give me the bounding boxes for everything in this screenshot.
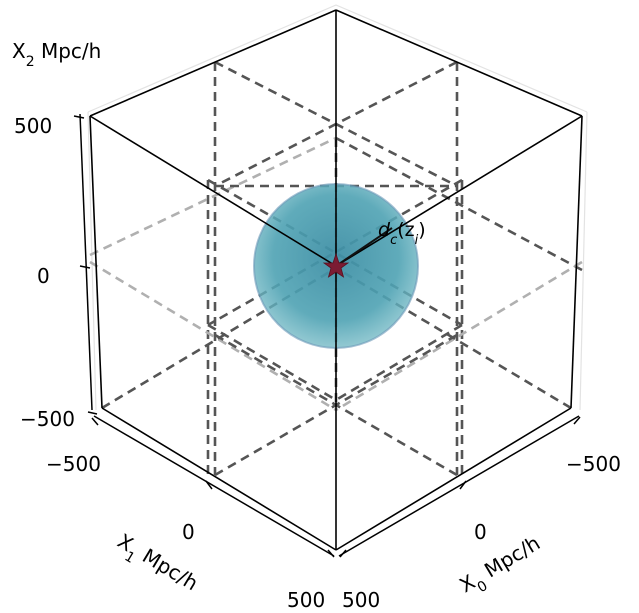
cube-edges <box>89 9 583 551</box>
x0-tick-label: −500 <box>566 452 621 476</box>
x2-tick-label: 0 <box>37 264 50 288</box>
axis-lines <box>79 113 580 557</box>
x0-tick-label: 0 <box>474 520 487 544</box>
grid-dashed-line <box>207 323 337 402</box>
radius-annotation: dc(zi) <box>378 219 426 248</box>
grid-dashed-line <box>89 136 337 257</box>
tick-marks <box>73 115 581 558</box>
x0-tick-label: 500 <box>342 588 380 612</box>
grid-dashed-line <box>207 178 463 327</box>
grid-dashed-line <box>207 178 463 327</box>
x1-tick-label: 0 <box>182 520 195 544</box>
x1-tick-label: 500 <box>287 588 325 612</box>
radius-line <box>335 227 393 267</box>
pane-outline <box>87 4 588 411</box>
grid-dashed-line <box>335 323 463 402</box>
grid-dashed-line <box>89 260 337 412</box>
grid-dashed-line <box>335 260 583 412</box>
x2-axis-label: X2 Mpc/h <box>12 39 101 70</box>
x2-tick-label: 500 <box>14 114 52 138</box>
x2-tick-label: −500 <box>20 407 75 431</box>
x0-axis-label: X0 Mpc/h <box>455 531 548 604</box>
grid-dashed-line <box>335 136 583 272</box>
x1-tick-label: −500 <box>46 452 101 476</box>
center-star-marker <box>322 252 350 278</box>
